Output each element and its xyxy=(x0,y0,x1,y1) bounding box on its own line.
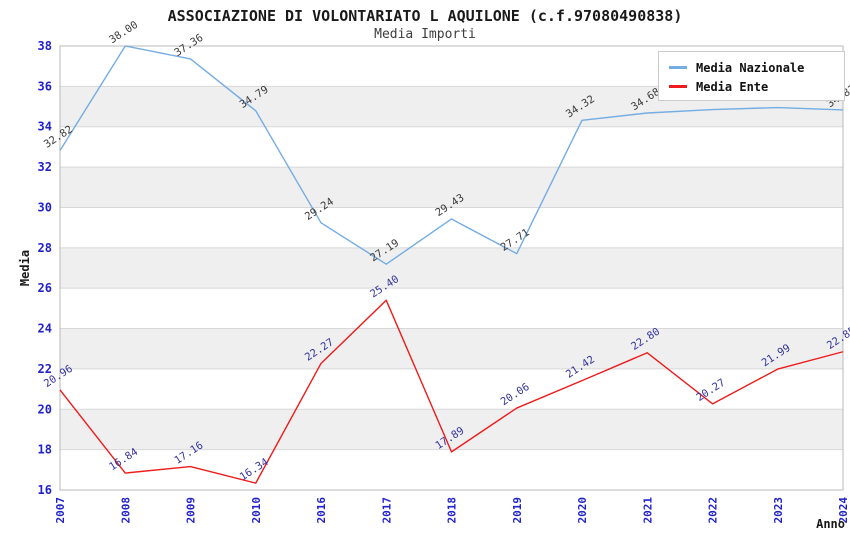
x-tick-label: 2007 xyxy=(54,497,67,524)
series-line-nazionale xyxy=(59,45,844,265)
y-axis-title: Media xyxy=(18,250,32,286)
y-tick-label: 26 xyxy=(38,281,52,295)
legend-label-nazionale: Media Nazionale xyxy=(696,60,805,75)
legend-swatch-nazionale-icon xyxy=(669,66,687,69)
x-tick-label: 2009 xyxy=(185,497,198,524)
y-tick-label: 30 xyxy=(38,200,52,214)
x-tick-label: 2018 xyxy=(446,497,459,524)
x-tick-label: 2022 xyxy=(707,497,720,524)
grid-band xyxy=(60,409,843,450)
x-tick-label: 2020 xyxy=(576,497,589,524)
legend-item-ente: Media Ente xyxy=(669,77,844,96)
y-tick-label: 32 xyxy=(38,160,52,174)
legend-item-nazionale: Media Nazionale xyxy=(669,58,844,77)
chart-subtitle: Media Importi xyxy=(374,27,476,42)
y-tick-label: 20 xyxy=(38,402,52,416)
grid-band xyxy=(60,247,843,289)
grid-band xyxy=(60,126,843,168)
x-tick-label: 2021 xyxy=(641,497,654,524)
y-tick-label: 28 xyxy=(38,241,52,255)
grid-band xyxy=(60,207,843,248)
chart-title: ASSOCIAZIONE DI VOLONTARIATO L AQUILONE … xyxy=(167,7,683,25)
grid-band xyxy=(60,167,843,208)
grid-band xyxy=(60,368,843,410)
y-tick-label: 24 xyxy=(38,322,52,336)
x-tick-label: 2010 xyxy=(250,497,263,524)
y-tick-label: 38 xyxy=(38,39,52,53)
x-axis-title: Anno xyxy=(816,517,845,531)
legend-swatch-ente-icon xyxy=(669,85,687,88)
y-tick-label: 16 xyxy=(38,483,52,497)
x-tick-label: 2019 xyxy=(511,497,524,524)
x-tick-label: 2024 xyxy=(837,497,850,524)
grid-band xyxy=(60,288,843,329)
x-tick-label: 2016 xyxy=(315,497,328,524)
grid-band xyxy=(60,449,843,490)
x-tick-label: 2017 xyxy=(380,497,393,524)
plot-border xyxy=(59,45,844,491)
series-line-ente xyxy=(59,299,844,484)
y-tick-label: 22 xyxy=(38,362,52,376)
grid-band xyxy=(60,328,843,369)
y-tick-label: 34 xyxy=(38,120,52,134)
y-tick-label: 36 xyxy=(38,79,52,93)
x-tick-label: 2008 xyxy=(119,497,132,524)
legend-label-ente: Media Ente xyxy=(696,79,769,94)
y-tick-label: 18 xyxy=(38,443,52,457)
x-tick-label: 2023 xyxy=(772,497,785,524)
legend: Media Nazionale Media Ente xyxy=(658,51,845,101)
